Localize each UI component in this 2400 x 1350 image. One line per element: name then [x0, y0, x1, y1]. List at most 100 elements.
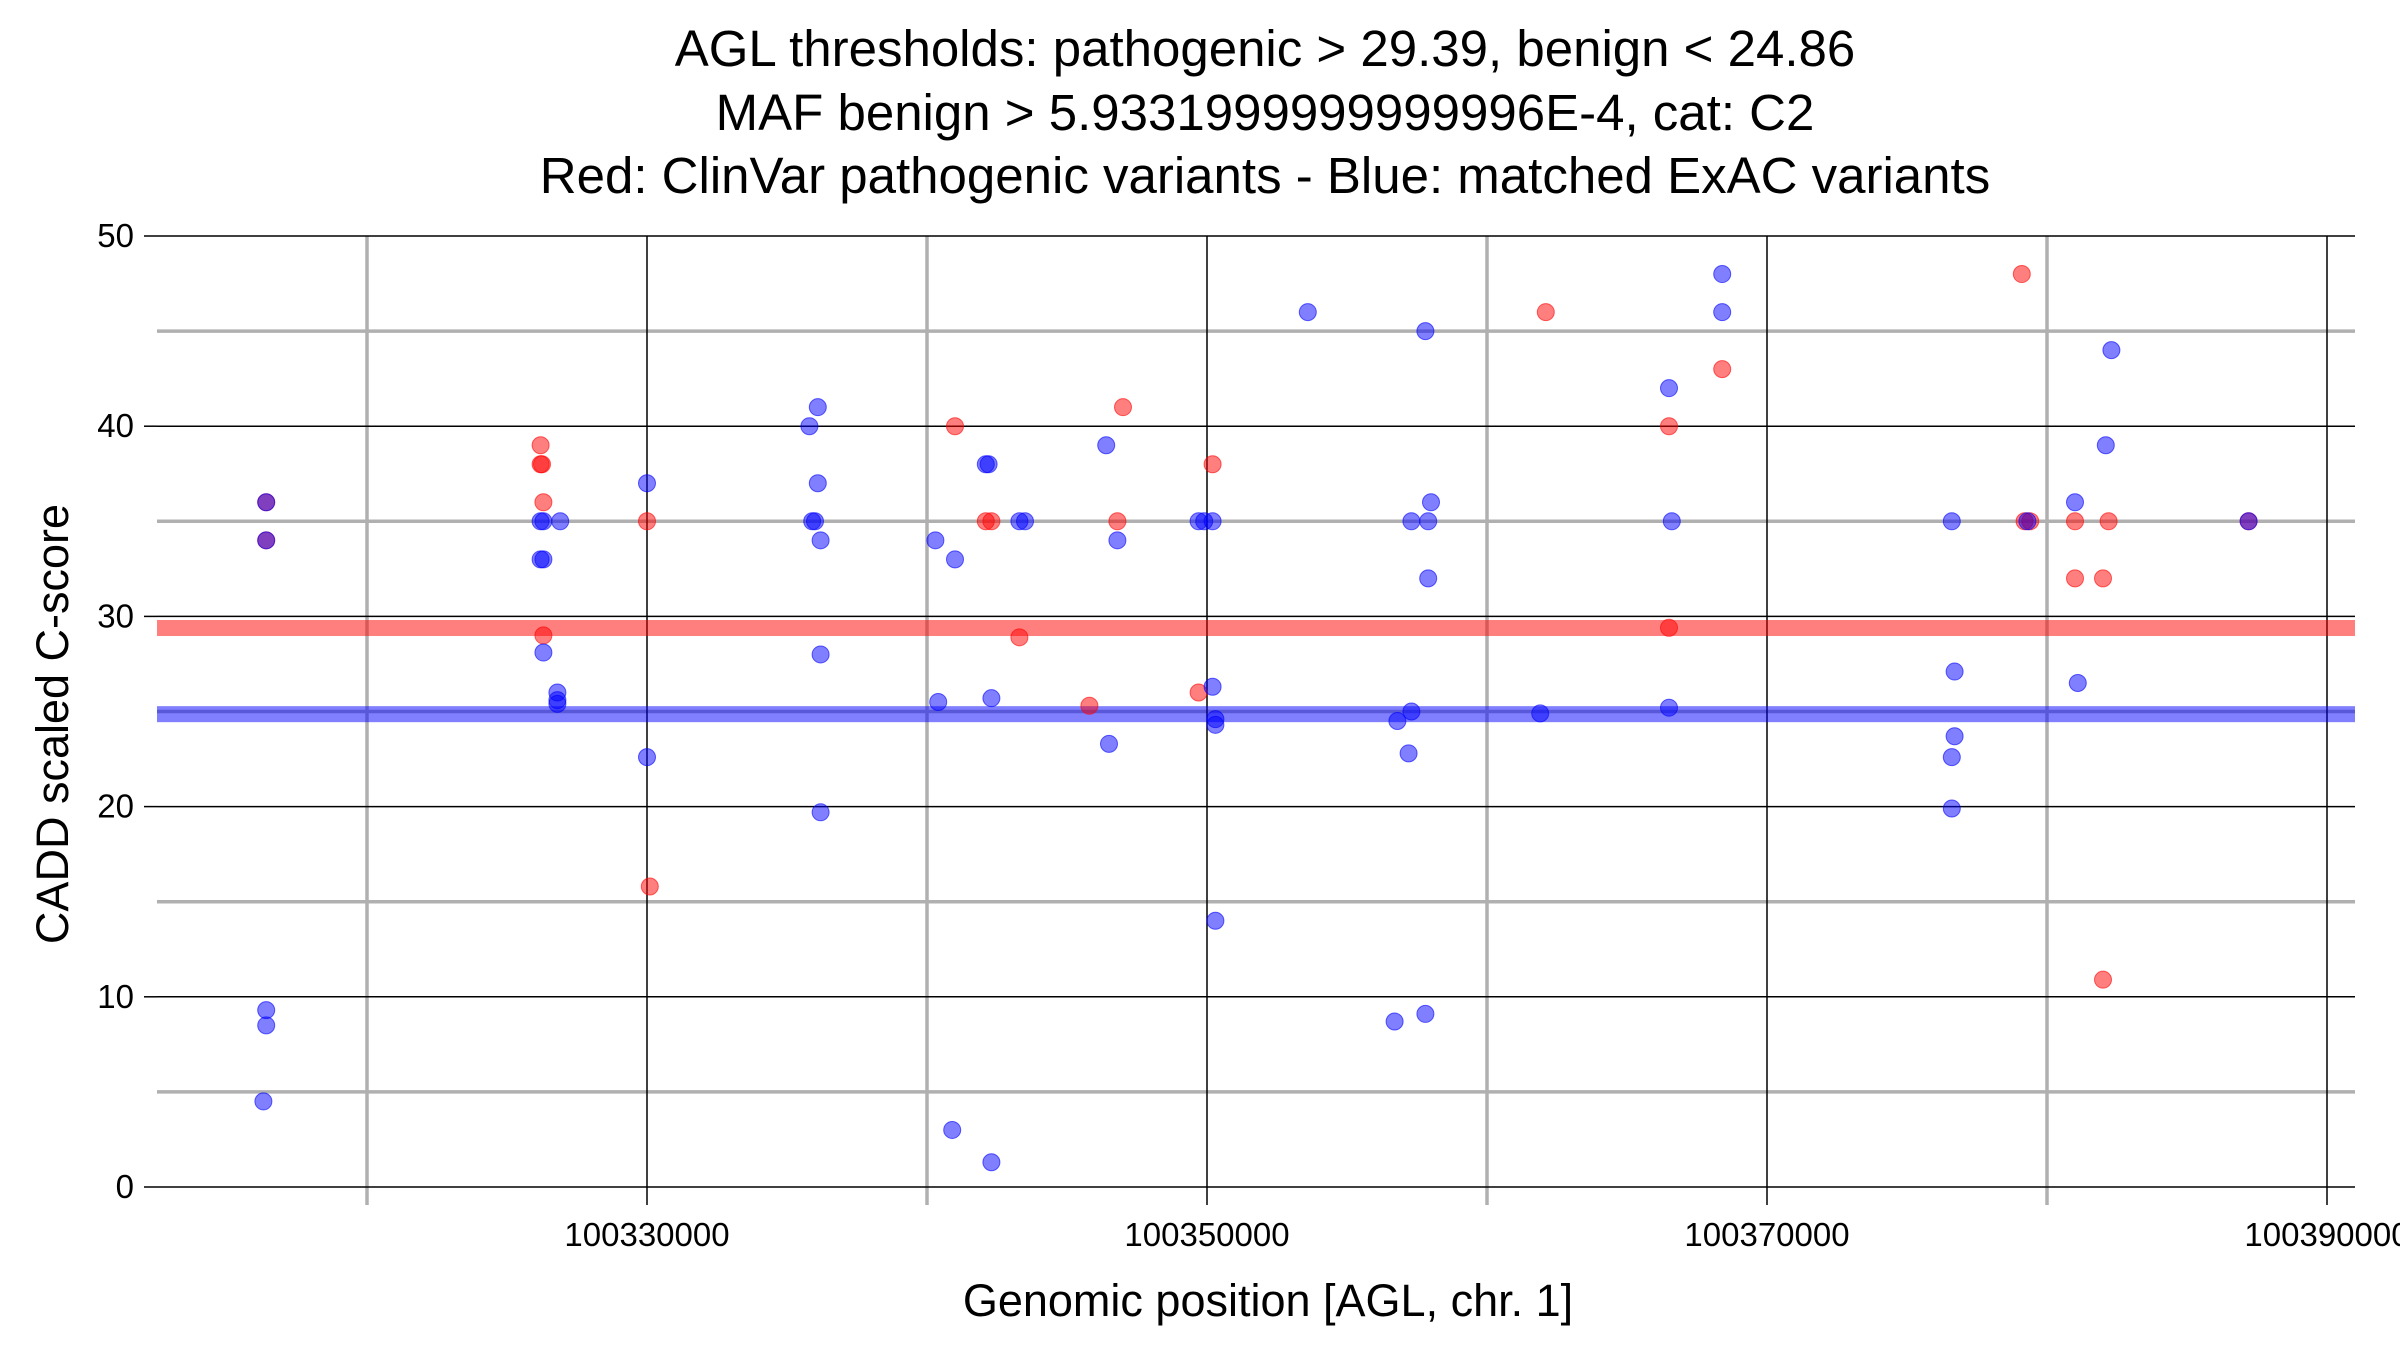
benign-point	[254, 1092, 273, 1111]
y-tick-label: 20	[97, 788, 134, 825]
pathogenic-point	[533, 455, 551, 474]
pathogenic-point	[2066, 512, 2084, 531]
benign-point	[1419, 512, 1438, 531]
y-tick-label: 50	[97, 217, 134, 254]
pathogenic-point	[638, 512, 656, 531]
pathogenic-point	[534, 493, 553, 512]
pathogenic-point	[1010, 628, 1029, 647]
benign-point	[926, 531, 945, 550]
benign-point	[1385, 1012, 1404, 1031]
pathogenic-point	[531, 436, 550, 455]
benign-point	[943, 1120, 962, 1139]
benign-point	[1388, 712, 1407, 731]
benign-point	[638, 474, 656, 493]
benign-point	[800, 417, 819, 436]
benign-point	[257, 531, 276, 550]
benign-point	[1016, 512, 1034, 531]
benign-point	[1945, 662, 1964, 681]
benign-point	[1402, 512, 1421, 531]
benign-point	[1298, 303, 1317, 322]
pathogenic-point	[946, 417, 964, 436]
benign-point	[1203, 677, 1222, 696]
pathogenic-point	[2099, 512, 2118, 531]
benign-point	[2102, 341, 2121, 360]
benign-point	[2096, 436, 2115, 455]
benign-point	[1945, 727, 1964, 746]
pathogenic-point	[1108, 512, 1127, 531]
x-tick-label: 100330000	[564, 1216, 729, 1253]
benign-point	[1206, 911, 1225, 930]
benign-point	[1422, 493, 1440, 512]
benign-point	[2068, 673, 2087, 692]
x-tick-label: 100350000	[1124, 1216, 1289, 1253]
benign-point	[1419, 569, 1438, 588]
benign-point	[1713, 303, 1732, 322]
x-tick-label: 100390000	[2244, 1216, 2400, 1253]
benign-point	[1108, 531, 1127, 550]
y-tick-label: 0	[116, 1168, 134, 1205]
benign-point	[1660, 379, 1678, 398]
x-tick-label: 100370000	[1684, 1216, 1849, 1253]
benign-point	[2018, 512, 2037, 531]
benign-point	[946, 550, 964, 569]
benign-point	[1531, 704, 1550, 723]
y-axis: 0 10 20 30 40 50	[97, 217, 157, 1205]
benign-point	[1662, 512, 1681, 531]
benign-point	[2239, 512, 2258, 531]
benign-point	[1942, 799, 1961, 818]
benign-point	[2066, 493, 2084, 512]
pathogenic-point	[1536, 303, 1555, 322]
pathogenic-point	[1203, 455, 1222, 474]
benign-threshold-band	[157, 706, 2355, 723]
benign-point	[638, 748, 656, 767]
pathogenic-point	[982, 512, 1001, 531]
benign-point	[1713, 265, 1732, 284]
pathogenic-point	[1080, 696, 1099, 715]
pathogenic-threshold-band	[157, 620, 2355, 637]
benign-point	[534, 550, 553, 569]
benign-point	[811, 803, 830, 822]
benign-point	[808, 398, 827, 417]
y-axis-label: CADD scaled C-score	[27, 504, 78, 944]
pathogenic-point	[2094, 569, 2112, 588]
benign-point	[1416, 1004, 1435, 1023]
benign-point	[534, 643, 553, 662]
pathogenic-point	[1713, 360, 1732, 379]
benign-point	[811, 645, 830, 664]
chart-title: AGL thresholds: pathogenic > 29.39, beni…	[540, 20, 1990, 204]
benign-point	[1416, 322, 1435, 341]
pathogenic-point	[2012, 265, 2031, 284]
benign-point	[808, 474, 827, 493]
benign-point	[1942, 512, 1961, 531]
benign-point	[1399, 744, 1418, 763]
pathogenic-point	[1660, 618, 1678, 637]
pathogenic-point	[2066, 569, 2084, 588]
pathogenic-point	[640, 877, 659, 896]
pathogenic-point	[1114, 398, 1132, 417]
title-line-2: MAF benign > 5.9331999999999996E-4, cat:…	[716, 84, 1815, 141]
benign-point	[1203, 512, 1222, 531]
benign-point	[1402, 702, 1421, 721]
benign-point	[979, 455, 998, 474]
y-tick-label: 10	[97, 978, 134, 1015]
x-axis: 100330000 100350000 100370000 100390000	[564, 1187, 2400, 1253]
benign-point	[982, 1153, 1001, 1172]
pathogenic-point	[534, 626, 553, 645]
benign-point	[551, 512, 570, 531]
benign-point	[982, 689, 1001, 708]
y-tick-label: 40	[97, 407, 134, 444]
exac-matched-points	[254, 265, 2258, 1172]
benign-point	[257, 1001, 276, 1020]
benign-point	[534, 512, 553, 531]
x-axis-label: Genomic position [AGL, chr. 1]	[963, 1275, 1573, 1326]
benign-point	[1100, 734, 1118, 753]
title-line-3: Red: ClinVar pathogenic variants - Blue:…	[540, 147, 1990, 204]
benign-point	[929, 692, 948, 711]
title-line-1: AGL thresholds: pathogenic > 29.39, beni…	[675, 20, 1856, 77]
benign-point	[806, 512, 824, 531]
y-tick-label: 30	[97, 597, 134, 634]
benign-point	[1097, 436, 1116, 455]
benign-point	[811, 531, 830, 550]
